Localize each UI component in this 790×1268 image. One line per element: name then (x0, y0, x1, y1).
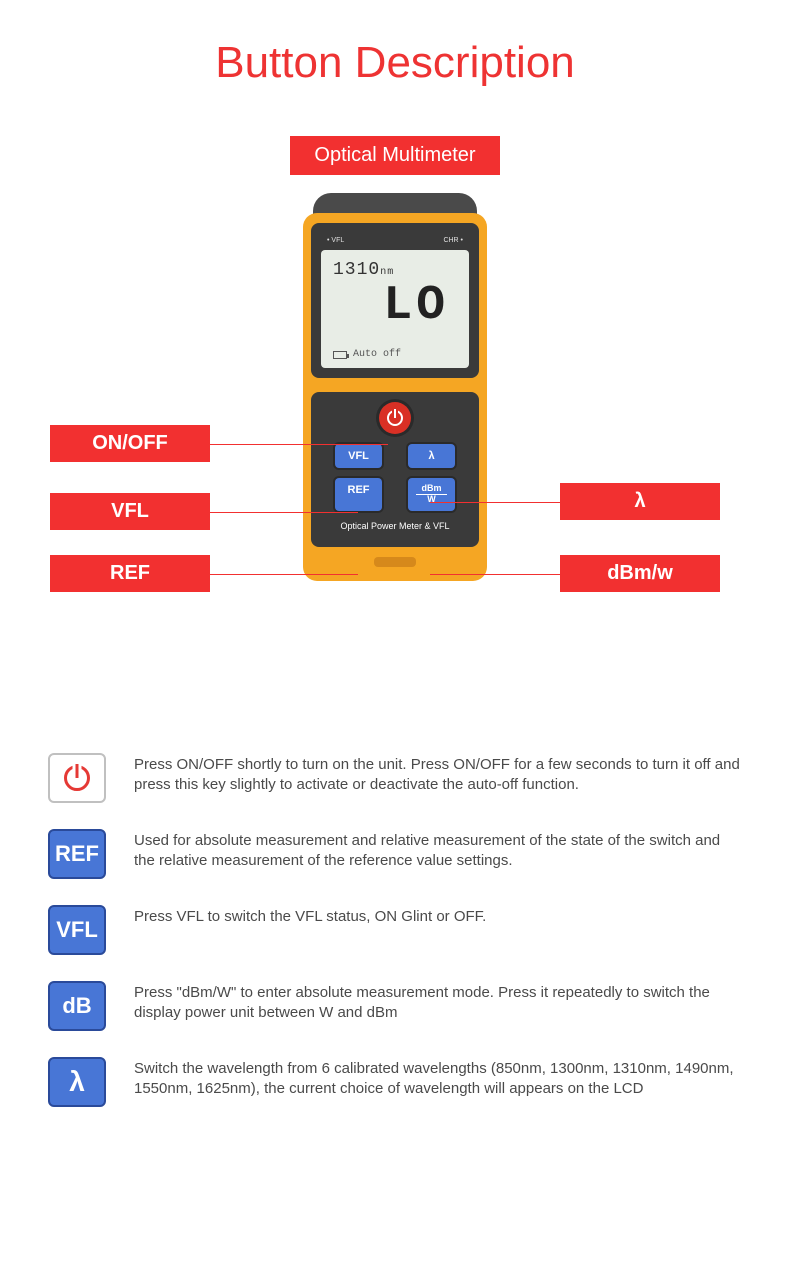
desc-text: Press ON/OFF shortly to turn on the unit… (134, 753, 742, 796)
callout-line (210, 574, 358, 575)
keypad-label: Optical Power Meter & VFL (323, 521, 467, 531)
desc-row-db: dB Press "dBm/W" to enter absolute measu… (48, 981, 742, 1031)
device-diagram: • VFL CHR • 1310nm LO Auto off (0, 193, 790, 663)
callout-vfl: VFL (50, 493, 210, 530)
description-list: Press ON/OFF shortly to turn on the unit… (0, 753, 790, 1107)
desc-icon-power (48, 753, 106, 803)
screen-label-vfl: • VFL (327, 237, 344, 244)
battery-icon (333, 351, 347, 359)
desc-icon-vfl: VFL (48, 905, 106, 955)
desc-text: Press VFL to switch the VFL status, ON G… (134, 905, 486, 927)
desc-icon-ref: REF (48, 829, 106, 879)
lcd-unit: nm (380, 267, 394, 278)
desc-text: Switch the wavelength from 6 calibrated … (134, 1057, 742, 1100)
device-illustration: • VFL CHR • 1310nm LO Auto off (303, 193, 487, 581)
device-dbm-button: dBm W (408, 478, 455, 511)
desc-icon-db: dB (48, 981, 106, 1031)
desc-text: Used for absolute measurement and relati… (134, 829, 742, 872)
subtitle-badge: Optical Multimeter (290, 136, 500, 175)
callout-dbmw: dBm/w (560, 555, 720, 592)
power-icon (387, 410, 403, 426)
callout-line (210, 444, 388, 445)
callout-ref: REF (50, 555, 210, 592)
callout-lambda: λ (560, 483, 720, 520)
lcd-status: Auto off (353, 349, 401, 360)
callout-line (430, 574, 560, 575)
power-icon (64, 765, 90, 791)
desc-row-ref: REF Used for absolute measurement and re… (48, 829, 742, 879)
desc-text: Press "dBm/W" to enter absolute measurem… (134, 981, 742, 1024)
device-lambda-button: λ (408, 444, 455, 468)
keypad: VFL λ REF dBm W Optical Power Meter & VF… (311, 392, 479, 547)
screen-frame: • VFL CHR • 1310nm LO Auto off (311, 223, 479, 378)
callout-line (430, 502, 560, 503)
callout-onoff: ON/OFF (50, 425, 210, 462)
device-vfl-button: VFL (335, 444, 382, 468)
callout-line (210, 512, 358, 513)
desc-row-vfl: VFL Press VFL to switch the VFL status, … (48, 905, 742, 955)
desc-icon-lambda: λ (48, 1057, 106, 1107)
desc-row-lambda: λ Switch the wavelength from 6 calibrate… (48, 1057, 742, 1107)
desc-row-power: Press ON/OFF shortly to turn on the unit… (48, 753, 742, 803)
device-power-button (379, 402, 411, 434)
device-ref-button: REF (335, 478, 382, 511)
screen-label-chr: CHR • (443, 237, 463, 244)
lcd-screen: 1310nm LO Auto off (321, 250, 469, 368)
lcd-main: LO (333, 282, 457, 330)
page-title: Button Description (0, 0, 790, 88)
lcd-reading: 1310 (333, 260, 380, 280)
